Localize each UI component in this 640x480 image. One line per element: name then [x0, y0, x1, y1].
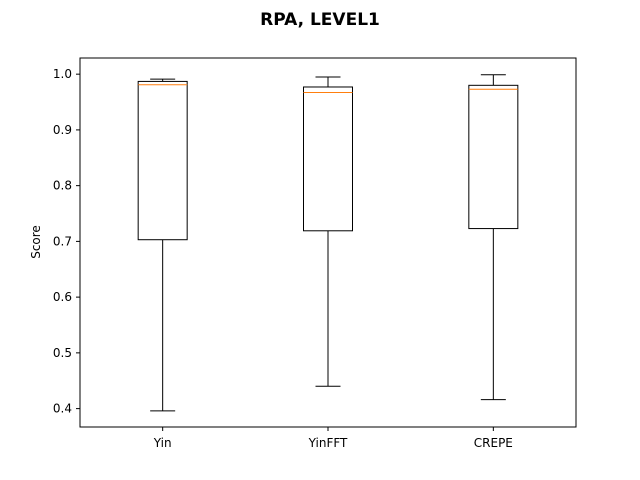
- chart-title: RPA, LEVEL1: [260, 10, 380, 30]
- box: [468, 84, 519, 230]
- plot-area: 0.4 0.5 0.6 0.7 0.8 0.9 1.0 Yin YinFFT CREPE: [53, 57, 577, 450]
- x-tick-label: CREPE: [474, 436, 513, 450]
- y-tick-label: 0.5: [53, 346, 72, 360]
- box: [137, 80, 188, 241]
- y-tick-label: 0.4: [53, 402, 72, 416]
- y-tick-label: 0.9: [53, 123, 72, 137]
- y-axis-label: Score: [29, 225, 43, 259]
- y-tick-label: 0.7: [53, 234, 72, 248]
- y-tick-label: 0.6: [53, 290, 72, 304]
- x-tick-label: YinFFT: [308, 436, 348, 450]
- x-tick-label: Yin: [153, 436, 172, 450]
- y-tick-label: 1.0: [53, 67, 72, 81]
- y-tick-label: 0.8: [53, 179, 72, 193]
- box: [303, 86, 353, 232]
